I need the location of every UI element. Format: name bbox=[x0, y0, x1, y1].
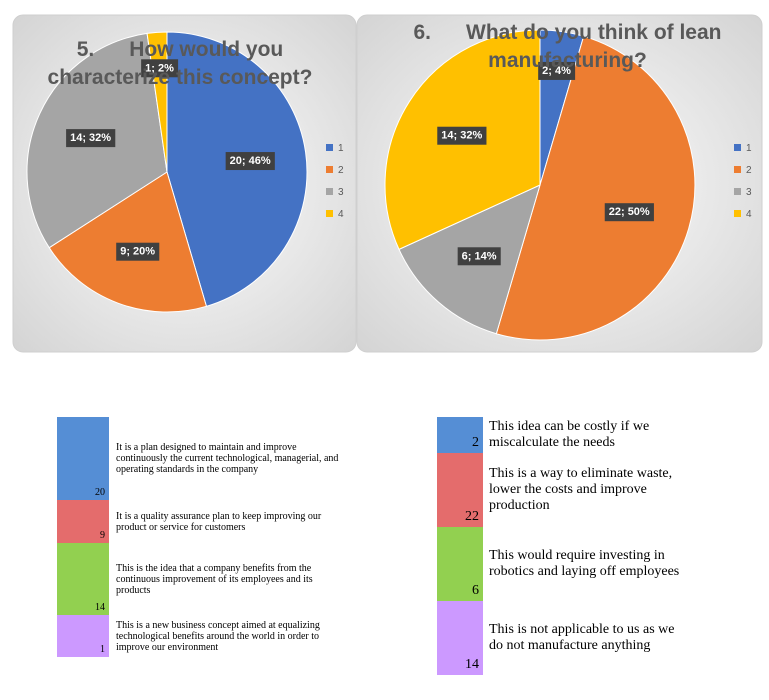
legend-table: 2 This idea can be costly if we miscalcul… bbox=[437, 417, 682, 675]
legend-row: 6 This would require investing in robotic… bbox=[437, 527, 682, 601]
data-label: 2; 4% bbox=[542, 65, 571, 77]
data-label: 14; 32% bbox=[441, 130, 482, 142]
legend-table: 20 It is a plan designed to maintain and … bbox=[57, 417, 347, 657]
legend-label: 4 bbox=[338, 209, 344, 220]
legend-label: 4 bbox=[746, 209, 752, 220]
description: This is the idea that a company benefits… bbox=[116, 562, 313, 596]
legend-label: 3 bbox=[746, 187, 752, 198]
legend-row: 22 This is a way to eliminate waste, lowe… bbox=[437, 453, 682, 527]
count: 2 bbox=[437, 417, 483, 453]
data-label-box bbox=[604, 203, 654, 222]
legend-swatch bbox=[734, 144, 741, 151]
legend-swatch bbox=[326, 210, 333, 217]
legend-swatch bbox=[326, 188, 333, 195]
legend-row: 2 This idea can be costly if we miscalcul… bbox=[437, 417, 682, 453]
description: This idea can be costly if we miscalcula… bbox=[489, 419, 650, 450]
count: 20 bbox=[57, 417, 109, 500]
legend-swatch bbox=[326, 144, 333, 151]
chart-title: 5. How would you characterize this conce… bbox=[47, 38, 313, 89]
description: This is a new business concept aimed at … bbox=[116, 619, 320, 653]
legend-label: 3 bbox=[338, 187, 344, 198]
legend-label: 2 bbox=[338, 165, 344, 176]
data-label-box bbox=[116, 242, 160, 261]
legend-swatch bbox=[734, 210, 741, 217]
legend-row: 1 This is a new business concept aimed at… bbox=[57, 615, 347, 657]
count: 14 bbox=[57, 543, 109, 615]
count: 14 bbox=[437, 601, 483, 675]
count: 9 bbox=[57, 500, 109, 543]
legend-label: 1 bbox=[746, 143, 752, 154]
data-label-box bbox=[66, 129, 116, 148]
legend-swatch bbox=[734, 166, 741, 173]
legend-row: 14 This is not applicable to us as we do … bbox=[437, 601, 682, 675]
description: This would require investing in robotics… bbox=[489, 548, 680, 579]
pie-slice bbox=[48, 171, 208, 313]
legend-swatch bbox=[734, 188, 741, 195]
legend-swatch bbox=[326, 166, 333, 173]
count: 1 bbox=[57, 615, 109, 657]
data-label-box bbox=[141, 59, 179, 78]
description: It is a quality assurance plan to keep i… bbox=[116, 510, 322, 533]
chart-title: 6. What do you think of lean manufacturi… bbox=[413, 21, 728, 72]
data-label-box bbox=[225, 152, 275, 171]
description: It is a plan designed to maintain and im… bbox=[116, 442, 339, 475]
data-label-box bbox=[437, 126, 487, 145]
data-label: 6; 14% bbox=[462, 250, 497, 262]
data-label: 14; 32% bbox=[70, 132, 111, 144]
data-label-box bbox=[457, 247, 501, 266]
data-label: 9; 20% bbox=[120, 246, 155, 258]
data-label: 22; 50% bbox=[609, 206, 650, 218]
legend-label: 1 bbox=[338, 143, 344, 154]
data-label: 20; 46% bbox=[230, 155, 271, 167]
legend-row: 20 It is a plan designed to maintain and … bbox=[57, 417, 347, 500]
description: This is a way to eliminate waste, lower … bbox=[489, 466, 673, 513]
count: 22 bbox=[437, 453, 483, 527]
legend-label: 2 bbox=[746, 165, 752, 176]
pie-slice bbox=[495, 35, 696, 341]
legend-row: 14 This is the idea that a company benefi… bbox=[57, 543, 347, 615]
legend-row: 9 It is a quality assurance plan to keep … bbox=[57, 500, 347, 543]
description: This is not applicable to us as we do no… bbox=[489, 622, 675, 653]
data-label: 1; 2% bbox=[145, 62, 174, 74]
count: 6 bbox=[437, 527, 483, 601]
data-label-box bbox=[538, 61, 576, 80]
